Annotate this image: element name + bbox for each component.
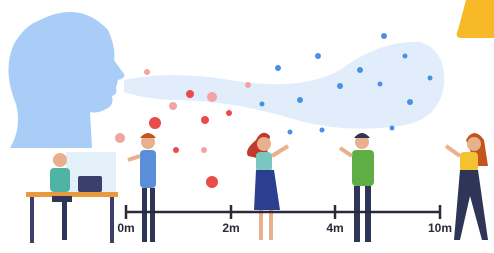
scale-label: 0m (117, 221, 134, 235)
person (340, 133, 374, 242)
corner-shape (457, 0, 494, 38)
head-silhouette (8, 12, 124, 148)
desk-worker (26, 152, 118, 243)
page: {"scale": {"labels": ["0m", "2m", "4m", … (0, 0, 494, 253)
person (446, 133, 488, 240)
distance-scale: 0m 2m 4m 10m (117, 205, 452, 235)
scale-label: 4m (326, 221, 343, 235)
scale-label: 2m (222, 221, 239, 235)
illustration: 0m 2m 4m 10m (0, 0, 494, 253)
person (247, 133, 288, 240)
scale-label: 10m (428, 221, 452, 235)
spray-cloud (124, 42, 444, 129)
